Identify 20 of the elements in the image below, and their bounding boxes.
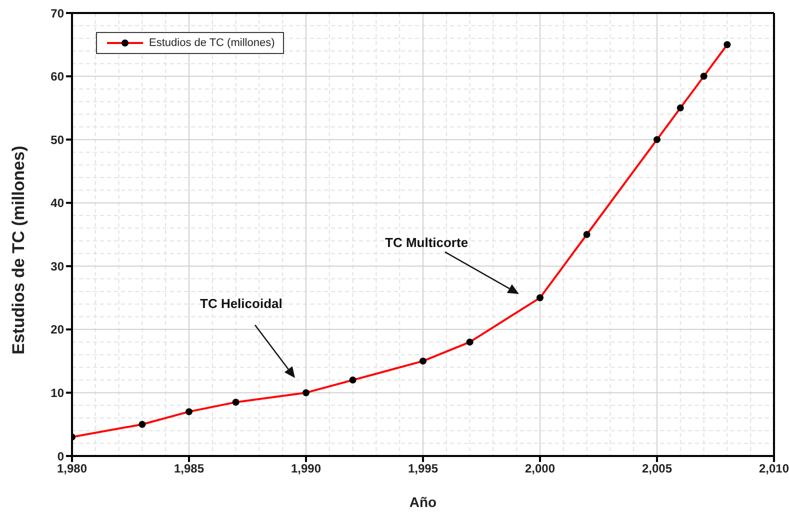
annotation: TC Multicorte [385,235,468,250]
x-tick-label: 2,005 [642,462,672,476]
y-tick-label: 0 [57,449,64,464]
y-tick-label: 30 [50,259,64,274]
legend-label: Estudios de TC (millones) [149,37,275,49]
y-axis-title: Estudios de TC (millones) [9,146,28,354]
y-tick-label: 40 [50,196,64,210]
x-tick-label: 1,995 [408,462,438,476]
y-tick-label: 60 [50,70,64,84]
y-tick-label: 70 [50,6,64,20]
x-axis-title: Año [409,494,437,510]
x-tick-label: 2,010 [758,462,789,476]
y-tick-label: 20 [50,322,64,337]
y-tick-label: 50 [50,132,64,147]
x-tick-label: 1,990 [290,462,322,476]
x-tick-label: 1,985 [174,462,204,476]
x-tick-label: 1,980 [56,462,88,476]
x-tick-label: 2,000 [524,462,556,476]
annotation: TC Helicoidal [200,296,282,311]
y-tick-label: 10 [50,386,64,400]
